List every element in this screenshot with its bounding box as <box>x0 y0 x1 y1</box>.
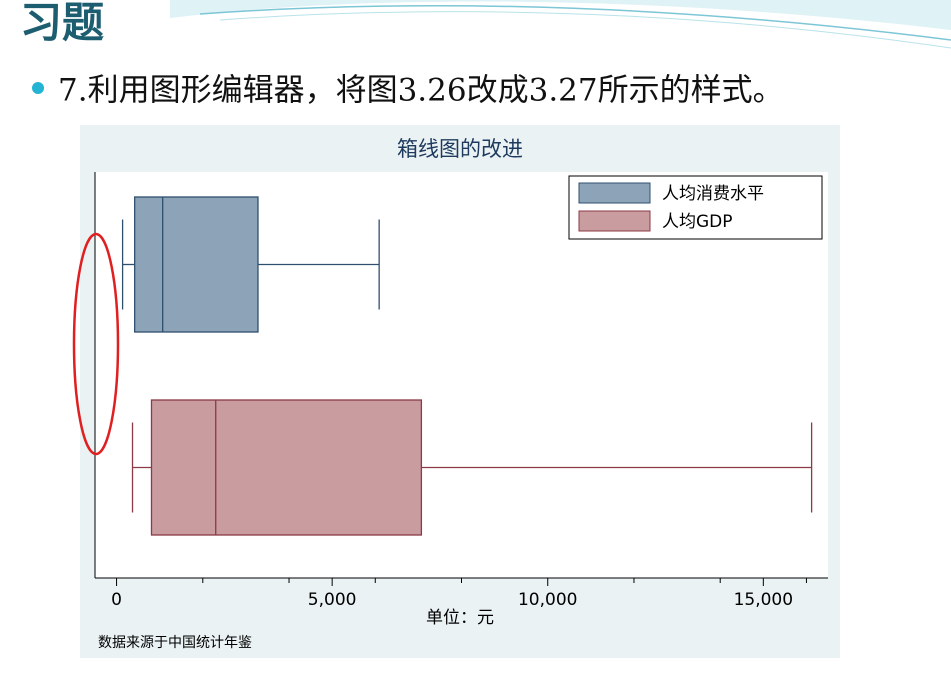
legend-swatch <box>578 210 651 232</box>
x-tick-label: 15,000 <box>734 590 793 610</box>
decor <box>219 11 951 49</box>
note: 数据来源于中国统计年鉴 <box>98 635 252 651</box>
legend-label: 人均GDP <box>662 212 733 232</box>
decor <box>199 4 951 41</box>
highlight-ellipse <box>72 232 120 456</box>
chart-title: 箱线图的改进 <box>397 137 523 161</box>
decor <box>170 0 951 30</box>
x-tick-label: 5,000 <box>308 590 357 610</box>
bullet-dot <box>32 82 44 94</box>
x-axis-label: 单位：元 <box>426 608 494 628</box>
x-tick-label: 0 <box>111 590 122 610</box>
legend-swatch <box>578 182 651 204</box>
box <box>134 196 259 333</box>
legend-label: 人均消费水平 <box>662 184 764 204</box>
box <box>150 399 423 536</box>
slide-title: 习题 <box>20 0 104 47</box>
bullet-text: 7.利用图形编辑器，将图3.26改成3.27所示的样式。 <box>58 73 784 109</box>
x-tick-label: 10,000 <box>518 590 577 610</box>
